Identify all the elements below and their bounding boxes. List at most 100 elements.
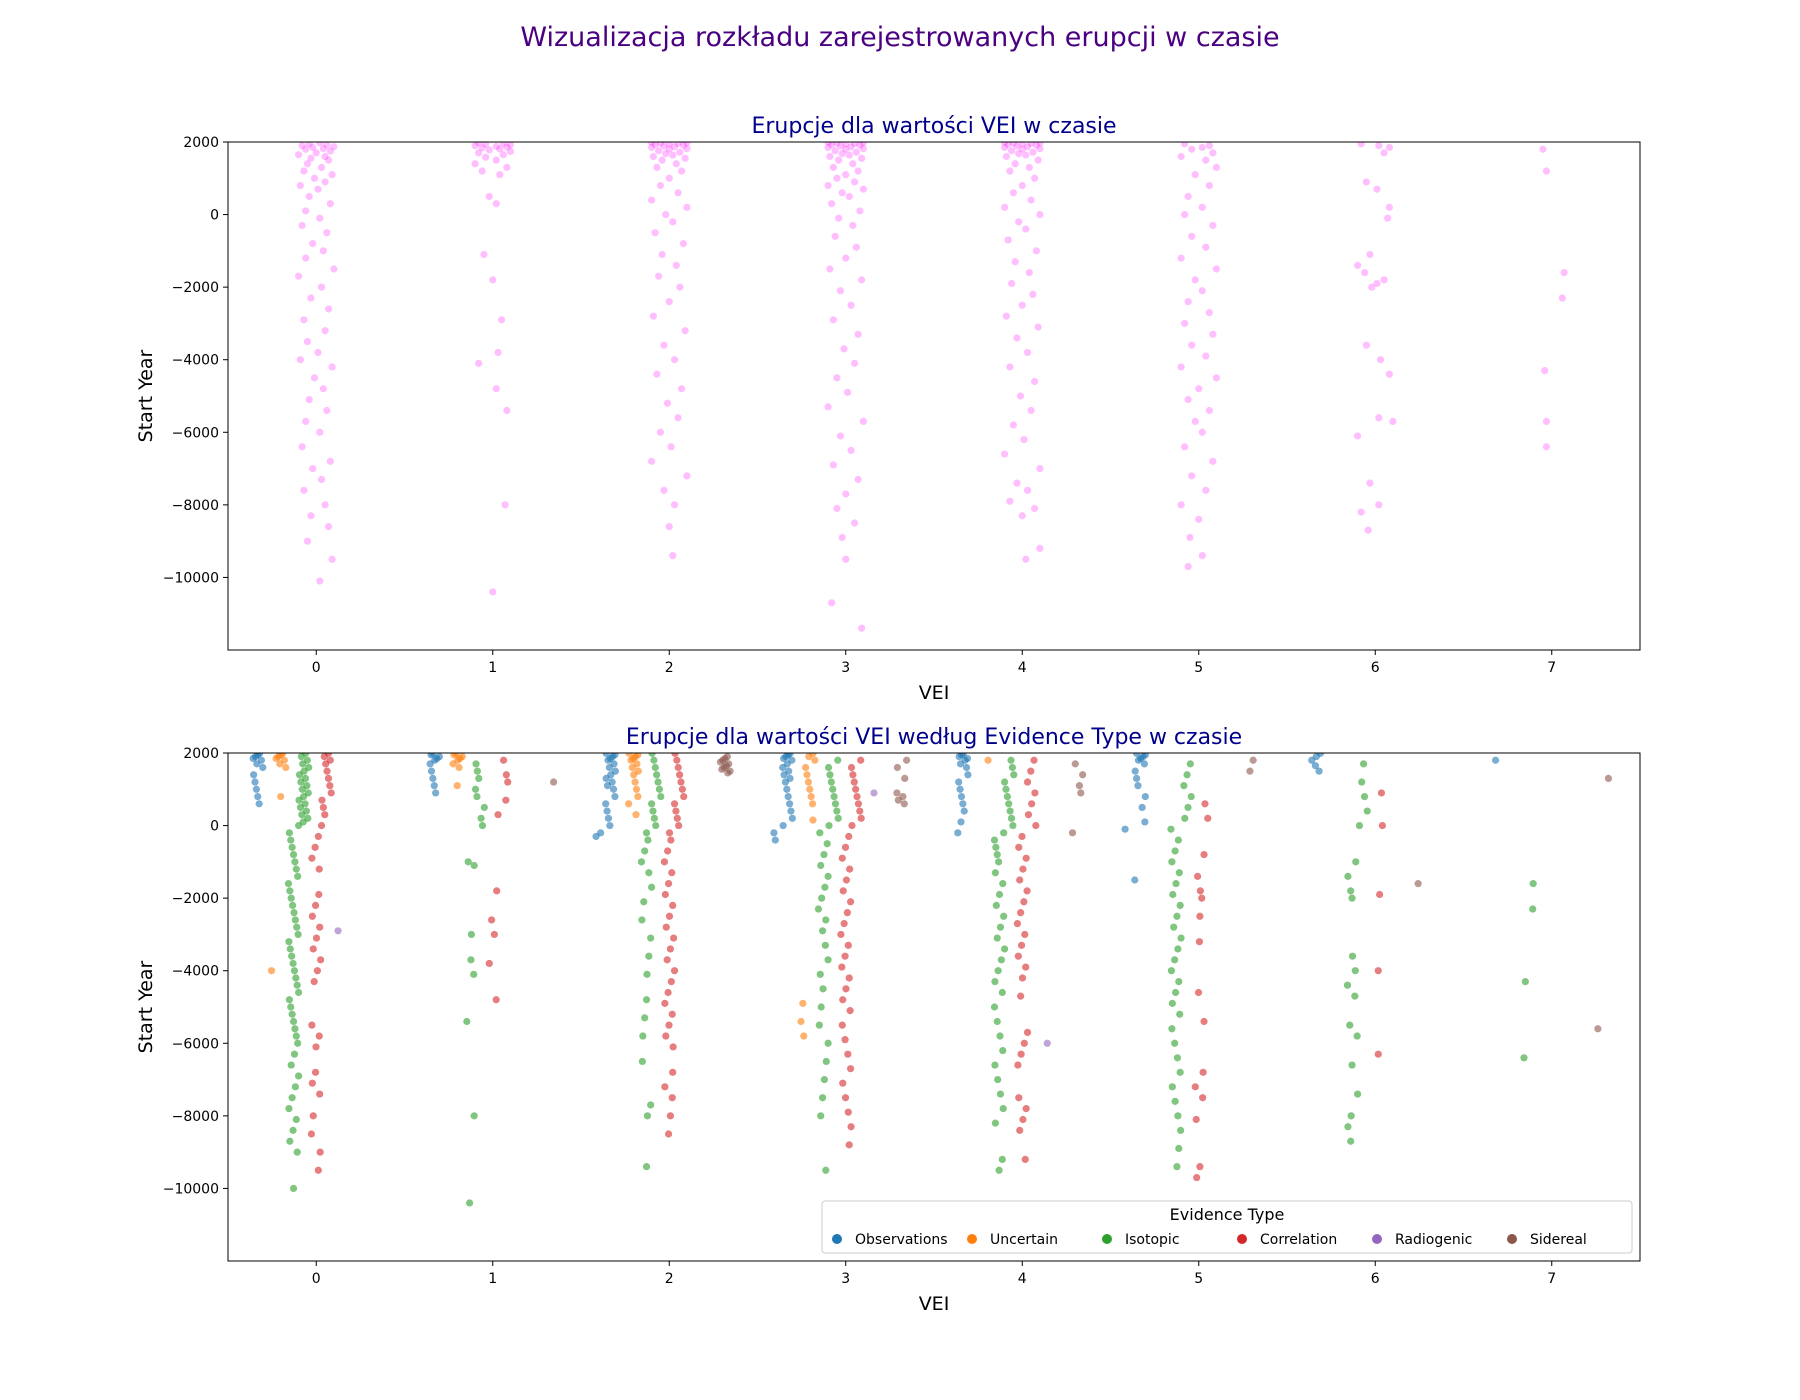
data-point-isotopic [291, 1083, 299, 1091]
data-point [321, 178, 329, 186]
data-point-isotopic [818, 894, 826, 902]
data-point-correlation [490, 930, 498, 939]
data-point-isotopic [993, 1017, 1001, 1026]
y-tick-label: −6000 [172, 425, 219, 441]
data-point [1380, 149, 1388, 157]
data-point-isotopic [1006, 807, 1014, 815]
data-point [1198, 552, 1206, 560]
data-point [1006, 167, 1014, 175]
data-point-isotopic [825, 821, 833, 830]
data-point-observations [960, 807, 968, 815]
data-point [1031, 504, 1039, 513]
data-point-observations [956, 785, 964, 793]
data-point-isotopic [650, 814, 658, 822]
data-point-correlation [841, 843, 850, 851]
data-point-observations [781, 778, 790, 786]
data-point [471, 142, 479, 150]
data-point-correlation [665, 912, 674, 920]
data-point-correlation [317, 821, 326, 830]
data-point-isotopic [834, 756, 842, 764]
data-point [302, 417, 310, 425]
data-point [492, 385, 500, 393]
data-point [665, 298, 673, 306]
data-point-isotopic [637, 858, 646, 866]
data-point-correlation [1018, 832, 1026, 841]
data-point [1191, 417, 1199, 425]
data-point [859, 185, 868, 193]
data-point-isotopic [1002, 785, 1010, 793]
data-point [475, 359, 483, 367]
data-point [1186, 533, 1194, 542]
data-point-isotopic [1343, 981, 1352, 989]
data-point-isotopic [827, 778, 835, 786]
data-point-correlation [853, 792, 861, 801]
data-point [325, 156, 333, 164]
y-tick-label: −2000 [172, 891, 219, 907]
data-point-isotopic [289, 1184, 298, 1193]
y-tick-label: −4000 [172, 353, 219, 369]
data-point [847, 301, 855, 309]
data-point [326, 147, 334, 155]
data-point [303, 160, 312, 168]
data-point [471, 160, 479, 168]
data-point [307, 154, 315, 162]
data-point [674, 414, 682, 422]
data-point-correlation [1023, 1028, 1032, 1036]
data-point-isotopic [297, 778, 305, 786]
y-tick-label: −8000 [172, 498, 219, 514]
data-point-observations [432, 789, 440, 797]
data-point [852, 148, 860, 156]
data-point-isotopic [999, 1105, 1007, 1113]
data-point-correlation [308, 912, 316, 920]
data-point-correlation [838, 1021, 846, 1029]
data-point [1366, 479, 1374, 487]
data-point-isotopic [820, 851, 828, 859]
data-point [1191, 171, 1199, 179]
data-point [649, 152, 657, 161]
data-point-correlation [664, 847, 672, 855]
data-point [665, 523, 673, 531]
data-point-observations [1311, 762, 1319, 770]
data-point-correlation [661, 890, 669, 899]
data-point-isotopic [990, 1003, 999, 1011]
data-point-correlation [493, 887, 501, 895]
data-point [831, 147, 839, 155]
data-point-isotopic [1346, 1021, 1354, 1029]
data-point-correlation [674, 763, 682, 772]
data-point [300, 486, 308, 494]
data-point-correlation [848, 821, 856, 830]
data-point [494, 348, 502, 357]
x-tick-label: 2 [665, 1271, 674, 1287]
data-point [325, 523, 333, 531]
data-point [475, 149, 483, 157]
data-point-correlation [847, 1123, 855, 1131]
data-point-isotopic [818, 1094, 827, 1102]
data-point-uncertain [282, 763, 290, 772]
data-point [1195, 385, 1203, 393]
data-point [1022, 555, 1030, 563]
data-point [1181, 210, 1189, 219]
data-point-isotopic [1520, 1054, 1528, 1062]
data-point-isotopic [290, 967, 299, 975]
data-point-isotopic [824, 872, 832, 880]
data-point [829, 316, 837, 324]
data-point [1184, 562, 1192, 571]
data-point [828, 599, 836, 607]
data-point-uncertain [630, 771, 638, 779]
data-point-isotopic [639, 1032, 647, 1040]
data-point-observations [427, 767, 436, 775]
data-point-correlation [664, 988, 672, 997]
data-point-correlation [838, 963, 846, 971]
data-point-correlation [1022, 1105, 1030, 1113]
legend-marker [1507, 1234, 1517, 1244]
data-point-correlation [841, 952, 849, 960]
data-point-observations [784, 792, 792, 801]
data-point [842, 145, 850, 153]
data-point-observations [779, 821, 787, 830]
data-point-correlation [844, 1050, 852, 1058]
data-point-isotopic [287, 1003, 295, 1011]
data-point [1177, 501, 1185, 509]
data-point-isotopic [824, 956, 832, 964]
data-point [845, 151, 853, 159]
data-point-observations [249, 754, 257, 763]
